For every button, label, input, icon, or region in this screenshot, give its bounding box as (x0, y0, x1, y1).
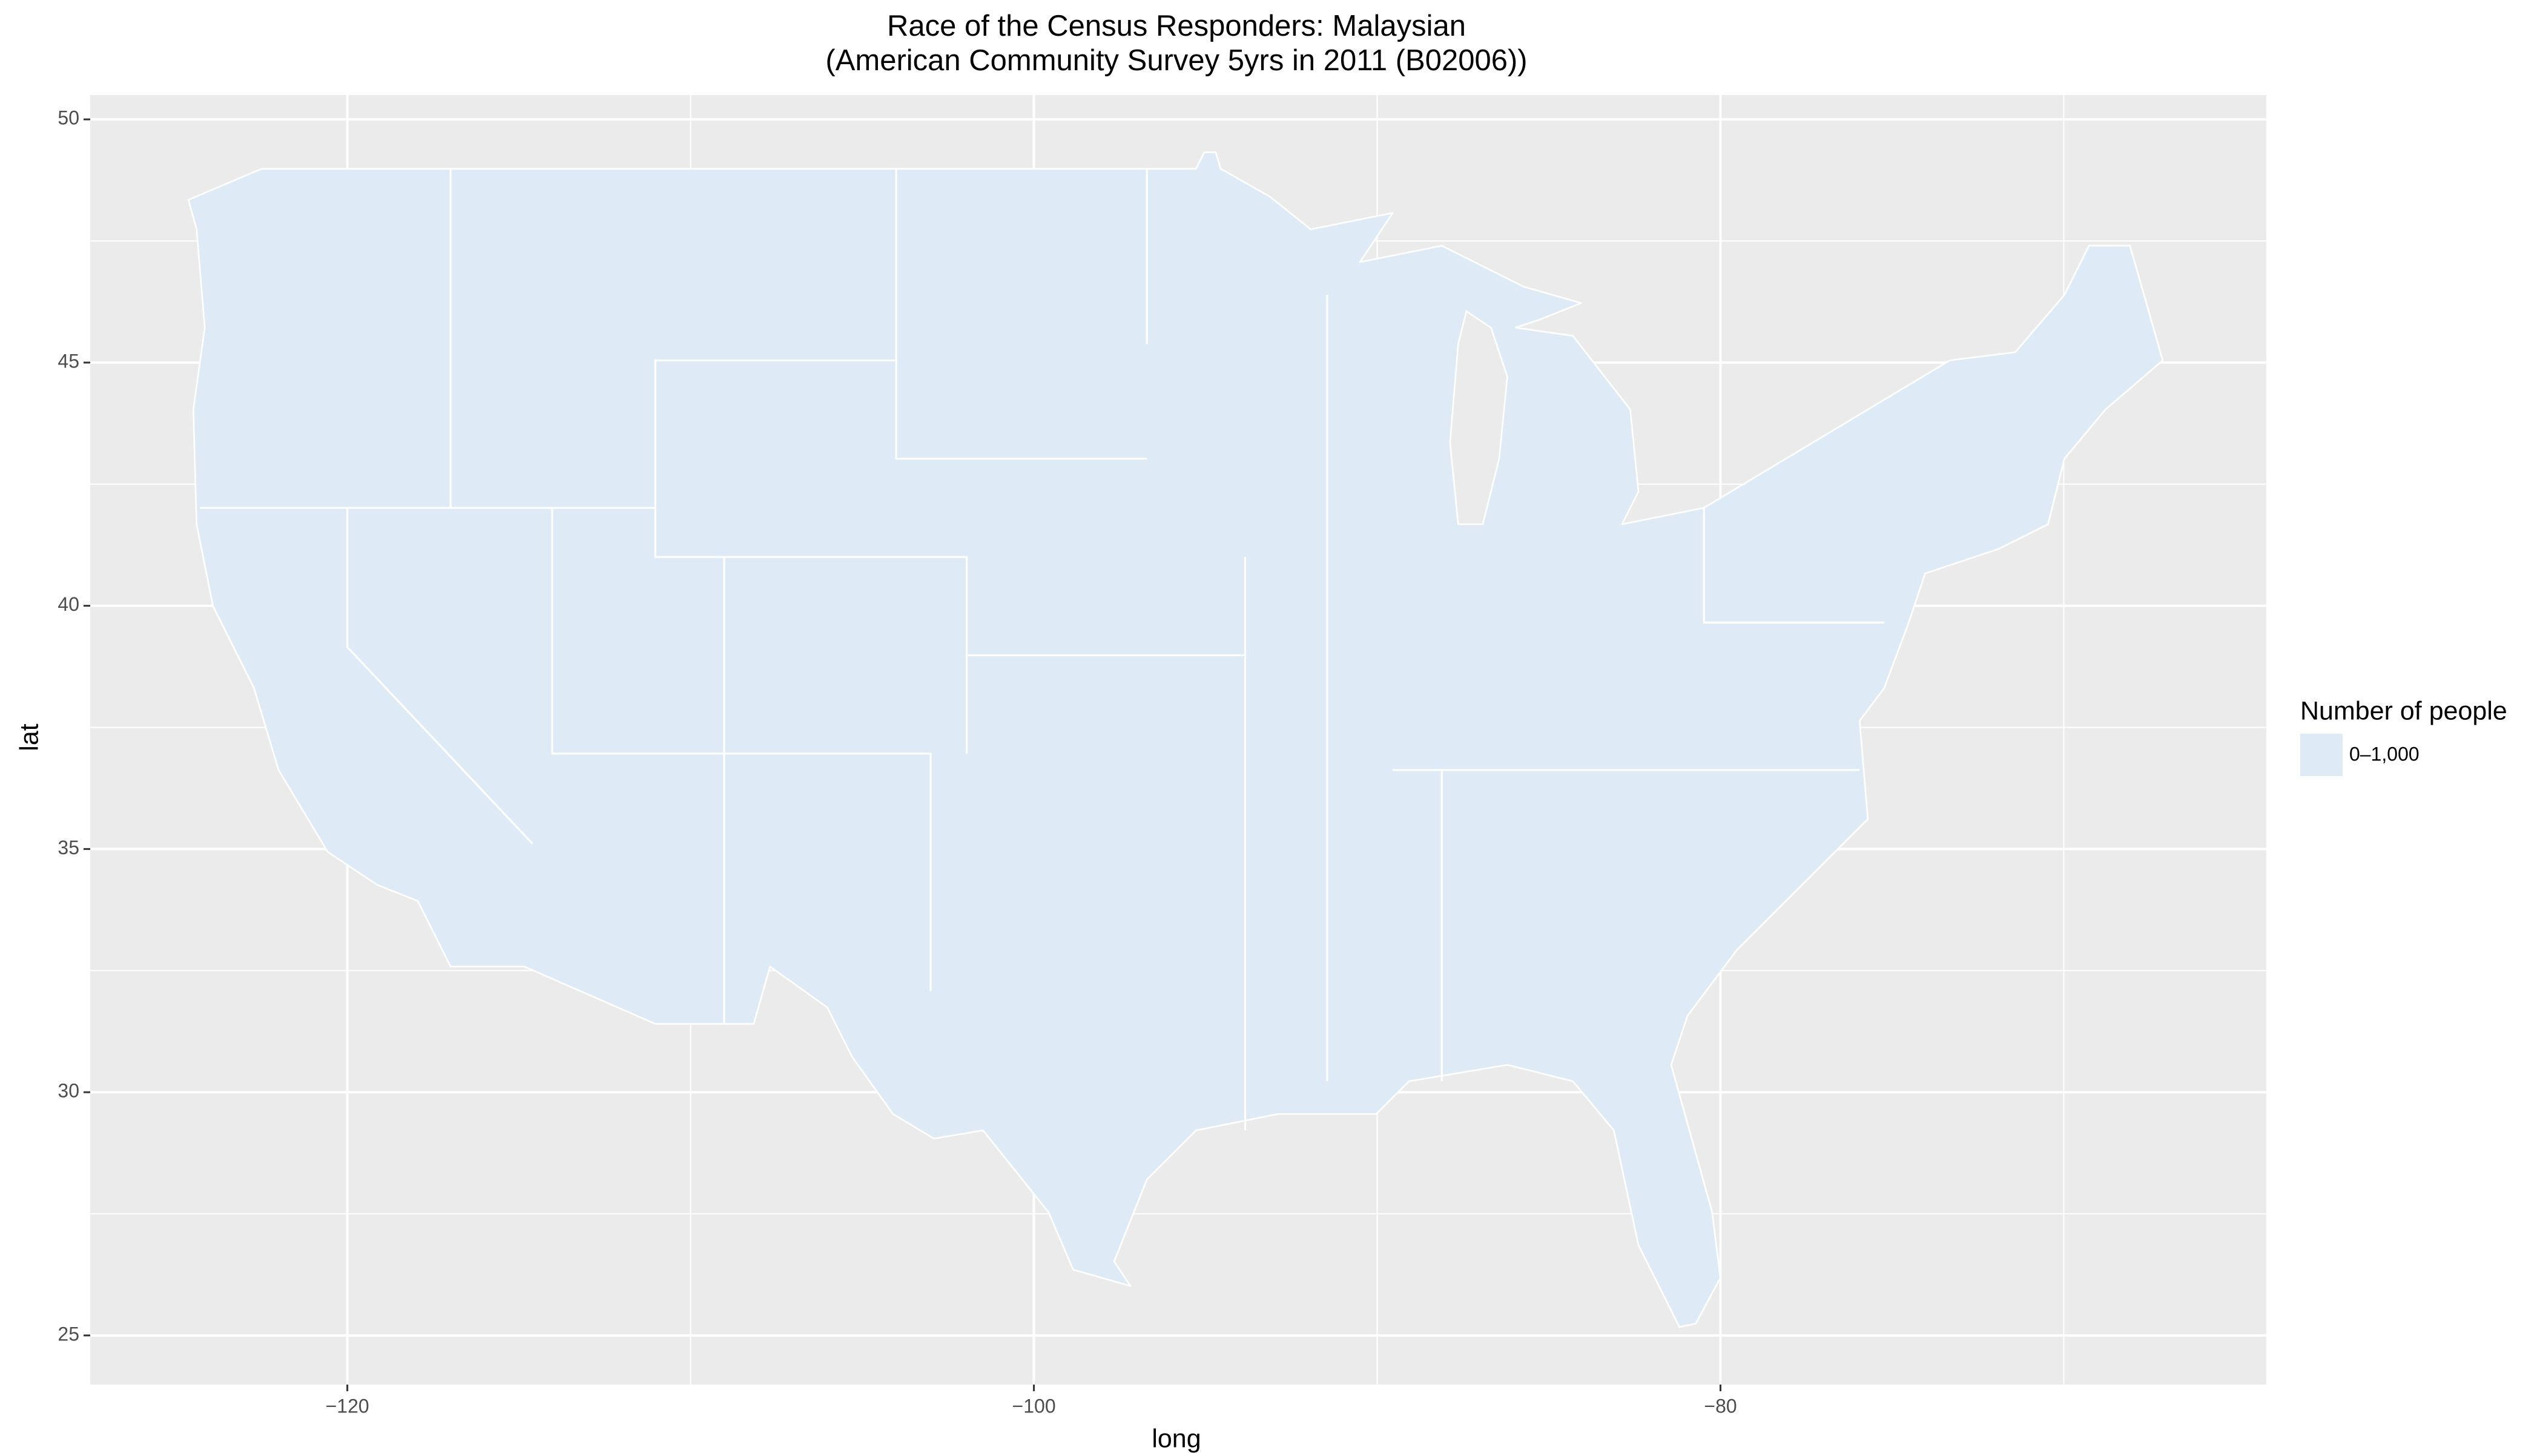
legend-title: Number of people (2300, 696, 2507, 725)
y-axis-label: lat (15, 723, 44, 751)
lake-michigan (1449, 309, 1508, 525)
x-tick-label: −80 (1704, 1395, 1737, 1417)
state-borders (200, 168, 1884, 1131)
chart-subtitle: (American Community Survey 5yrs in 2011 … (825, 44, 1527, 77)
y-tick-label: 30 (58, 1080, 79, 1102)
us-counties (187, 151, 2164, 1328)
legend-key (2300, 734, 2343, 776)
y-tick-label: 40 (58, 593, 79, 615)
y-tick-label: 50 (58, 107, 79, 129)
y-tick-label: 35 (58, 837, 79, 858)
map (187, 151, 2164, 1328)
x-tick-label: −100 (1012, 1395, 1056, 1417)
y-tick-label: 45 (58, 350, 79, 372)
y-tick-label: 25 (58, 1323, 79, 1345)
chart-title: Race of the Census Responders: Malaysian (887, 10, 1466, 42)
legend-label: 0–1,000 (2349, 743, 2419, 765)
x-tick-label: −120 (326, 1395, 369, 1417)
x-axis-label: long (1152, 1424, 1201, 1453)
